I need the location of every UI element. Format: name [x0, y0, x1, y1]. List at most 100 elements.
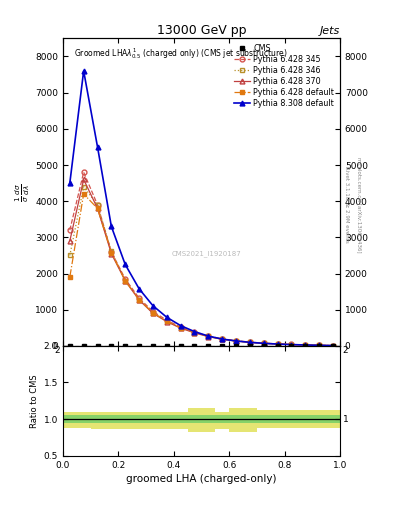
CMS	[151, 343, 155, 349]
Pythia 6.428 345	[178, 324, 183, 330]
Pythia 6.428 345	[95, 202, 100, 208]
Pythia 6.428 346	[178, 325, 183, 331]
Pythia 8.308 default	[261, 340, 266, 347]
Pythia 6.428 345	[192, 329, 197, 335]
Pythia 8.308 default	[317, 342, 321, 348]
Text: Jets: Jets	[320, 26, 340, 36]
Pythia 6.428 370	[123, 278, 128, 284]
Pythia 6.428 346	[68, 252, 72, 259]
CMS	[178, 343, 183, 349]
Pythia 6.428 346	[289, 342, 294, 348]
Pythia 6.428 default	[137, 296, 141, 303]
Y-axis label: $\frac{1}{\sigma}\,\frac{d\sigma}{d\lambda}$: $\frac{1}{\sigma}\,\frac{d\sigma}{d\lamb…	[14, 183, 32, 202]
Pythia 6.428 346	[95, 202, 100, 208]
Text: Rivet 3.1.10, ≥ 2.9M events: Rivet 3.1.10, ≥ 2.9M events	[344, 166, 349, 243]
CMS	[331, 343, 335, 349]
Pythia 6.428 370	[317, 342, 321, 348]
Text: CMS2021_I1920187: CMS2021_I1920187	[172, 250, 242, 257]
Pythia 6.428 345	[331, 343, 335, 349]
Pythia 6.428 345	[248, 339, 252, 345]
Pythia 6.428 default	[234, 338, 239, 344]
Pythia 6.428 default	[275, 341, 280, 347]
CMS	[137, 343, 141, 349]
Pythia 6.428 default	[261, 340, 266, 346]
Pythia 6.428 370	[275, 341, 280, 347]
CMS	[81, 343, 86, 349]
Pythia 6.428 345	[220, 336, 224, 342]
Pythia 6.428 default	[248, 339, 252, 346]
CMS	[109, 343, 114, 349]
Pythia 6.428 default	[68, 274, 72, 280]
Pythia 6.428 370	[192, 330, 197, 336]
Pythia 8.308 default	[123, 262, 128, 268]
Pythia 6.428 346	[109, 248, 114, 254]
Pythia 6.428 370	[248, 339, 252, 346]
Text: 2: 2	[343, 346, 348, 355]
Pythia 6.428 370	[95, 205, 100, 211]
Pythia 6.428 346	[137, 296, 141, 303]
Pythia 6.428 370	[164, 318, 169, 325]
Pythia 6.428 370	[261, 340, 266, 347]
Pythia 6.428 346	[275, 341, 280, 347]
Pythia 6.428 370	[289, 342, 294, 348]
Pythia 8.308 default	[206, 333, 211, 339]
Pythia 6.428 default	[331, 343, 335, 349]
Pythia 6.428 default	[289, 342, 294, 348]
Pythia 6.428 default	[220, 336, 224, 343]
Pythia 8.308 default	[81, 68, 86, 74]
Pythia 6.428 345	[109, 249, 114, 255]
Pythia 6.428 370	[331, 343, 335, 349]
Pythia 6.428 345	[137, 295, 141, 301]
Text: 1: 1	[343, 415, 349, 423]
Pythia 6.428 370	[151, 310, 155, 316]
Pythia 6.428 default	[123, 278, 128, 284]
Text: Groomed LHA$\lambda^{1}_{0.5}$ (charged only) (CMS jet substructure): Groomed LHA$\lambda^{1}_{0.5}$ (charged …	[74, 46, 288, 61]
Pythia 8.308 default	[303, 342, 308, 348]
Pythia 6.428 346	[317, 342, 321, 348]
Pythia 6.428 345	[317, 342, 321, 348]
Pythia 6.428 345	[123, 276, 128, 282]
Pythia 8.308 default	[164, 314, 169, 321]
CMS	[164, 343, 169, 349]
CMS	[206, 343, 211, 349]
Pythia 6.428 346	[206, 333, 211, 339]
CMS	[248, 343, 252, 349]
Text: 2: 2	[55, 346, 60, 355]
Pythia 8.308 default	[192, 329, 197, 335]
Pythia 6.428 default	[178, 325, 183, 331]
Pythia 6.428 346	[220, 336, 224, 342]
Pythia 6.428 370	[234, 338, 239, 344]
Pythia 6.428 346	[248, 339, 252, 345]
Pythia 8.308 default	[331, 343, 335, 349]
Pythia 6.428 default	[109, 249, 114, 255]
Title: 13000 GeV pp: 13000 GeV pp	[157, 24, 246, 37]
Pythia 6.428 345	[68, 227, 72, 233]
Y-axis label: Ratio to CMS: Ratio to CMS	[31, 374, 39, 428]
Legend: CMS, Pythia 6.428 345, Pythia 6.428 346, Pythia 6.428 370, Pythia 6.428 default,: CMS, Pythia 6.428 345, Pythia 6.428 346,…	[231, 41, 338, 111]
X-axis label: groomed LHA (charged-only): groomed LHA (charged-only)	[126, 474, 277, 484]
Line: Pythia 8.308 default: Pythia 8.308 default	[67, 69, 336, 348]
CMS	[275, 343, 280, 349]
Pythia 8.308 default	[109, 223, 114, 229]
Pythia 6.428 default	[164, 318, 169, 324]
Pythia 6.428 370	[206, 334, 211, 340]
Pythia 6.428 370	[81, 177, 86, 183]
Pythia 6.428 default	[81, 191, 86, 197]
Pythia 8.308 default	[289, 342, 294, 348]
Pythia 8.308 default	[220, 336, 224, 342]
Pythia 6.428 345	[303, 342, 308, 348]
Pythia 6.428 346	[123, 278, 128, 284]
CMS	[123, 343, 128, 349]
Pythia 6.428 370	[137, 297, 141, 303]
CMS	[303, 343, 308, 349]
Pythia 8.308 default	[137, 286, 141, 292]
Pythia 6.428 346	[151, 310, 155, 316]
Text: mcplots.cern.ch [arXiv:1306.3436]: mcplots.cern.ch [arXiv:1306.3436]	[356, 157, 361, 252]
Pythia 6.428 default	[95, 205, 100, 211]
CMS	[317, 343, 321, 349]
Pythia 6.428 346	[261, 340, 266, 346]
Line: Pythia 6.428 345: Pythia 6.428 345	[67, 170, 336, 348]
Pythia 6.428 default	[192, 330, 197, 336]
CMS	[192, 343, 197, 349]
Pythia 6.428 345	[164, 317, 169, 323]
